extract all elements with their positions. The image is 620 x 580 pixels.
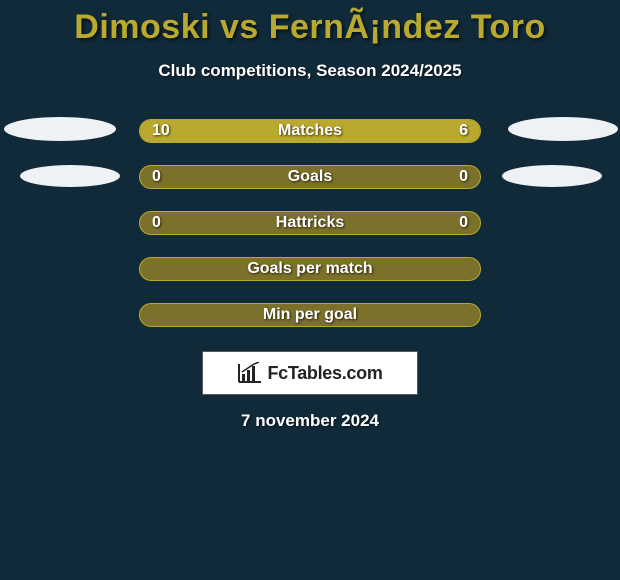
stat-right-value: 6 [459, 122, 468, 140]
stat-left-value: 0 [152, 214, 161, 232]
stat-row: Min per goal [0, 303, 620, 327]
stat-bar: 0 Goals 0 [139, 165, 481, 189]
stat-row: 10 Matches 6 [0, 119, 620, 143]
subtitle: Club competitions, Season 2024/2025 [0, 61, 620, 81]
date-label: 7 november 2024 [0, 411, 620, 431]
stat-row: 0 Goals 0 [0, 165, 620, 189]
stat-bar: Goals per match [139, 257, 481, 281]
stat-left-value: 10 [152, 122, 170, 140]
comparison-card: Dimoski vs FernÃ¡ndez Toro Club competit… [0, 0, 620, 431]
stat-right-value: 0 [459, 168, 468, 186]
stat-row: Goals per match [0, 257, 620, 281]
page-title: Dimoski vs FernÃ¡ndez Toro [0, 0, 620, 47]
stat-row: 0 Hattricks 0 [0, 211, 620, 235]
stat-label: Goals per match [247, 260, 372, 278]
stat-label: Min per goal [263, 306, 357, 324]
stat-rows: 10 Matches 6 0 Goals 0 0 Ha [0, 119, 620, 327]
bar-chart-icon [237, 362, 263, 384]
stat-bar: 0 Hattricks 0 [139, 211, 481, 235]
stat-label: Goals [288, 168, 332, 186]
stat-label: Hattricks [276, 214, 344, 232]
player-ellipse-left [4, 117, 116, 141]
player-ellipse-right [502, 165, 602, 187]
logo-text: FcTables.com [267, 363, 382, 384]
stat-label: Matches [278, 122, 342, 140]
stat-left-value: 0 [152, 168, 161, 186]
player-ellipse-left [20, 165, 120, 187]
stat-right-value: 0 [459, 214, 468, 232]
stat-bar: Min per goal [139, 303, 481, 327]
fctables-logo: FcTables.com [202, 351, 418, 395]
stat-bar: 10 Matches 6 [139, 119, 481, 143]
player-ellipse-right [508, 117, 618, 141]
